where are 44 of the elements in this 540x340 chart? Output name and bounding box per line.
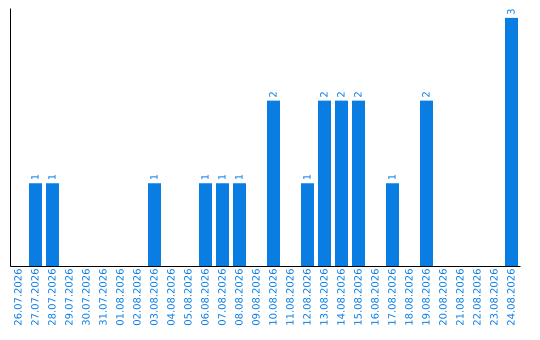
x-tick-label: 18.08.2026 bbox=[404, 268, 416, 326]
data-label: 2 bbox=[336, 91, 348, 98]
x-tick-label: 28.07.2026 bbox=[48, 268, 58, 326]
x-tick-label: 14.08.2026 bbox=[336, 268, 348, 326]
x-tick-label: 04.08.2026 bbox=[166, 268, 178, 326]
x-tick-label: 31.07.2026 bbox=[98, 268, 110, 326]
x-tick-label: 03.08.2026 bbox=[150, 268, 160, 326]
data-label: 3 bbox=[506, 8, 518, 15]
x-tick-label: 01.08.2026 bbox=[116, 268, 126, 326]
x-tick-label: 07.08.2026 bbox=[218, 268, 228, 326]
data-label: 1 bbox=[388, 174, 398, 180]
data-label: 1 bbox=[48, 174, 58, 180]
data-label: 1 bbox=[302, 174, 314, 180]
x-tick-label: 11.08.2026 bbox=[286, 268, 296, 326]
data-label: 2 bbox=[422, 91, 432, 98]
x-tick-label: 10.08.2026 bbox=[268, 268, 280, 326]
x-tick-label: 13.08.2026 bbox=[320, 268, 330, 326]
x-tick-label: 02.08.2026 bbox=[132, 268, 144, 326]
x-tick-label: 06.08.2026 bbox=[200, 268, 212, 326]
data-label: 1 bbox=[30, 174, 42, 180]
x-tick-label: 09.08.2026 bbox=[252, 268, 262, 326]
x-tick-label: 26.07.2026 bbox=[14, 268, 24, 326]
x-tick-label: 05.08.2026 bbox=[184, 268, 194, 326]
x-tick-label: 29.07.2026 bbox=[64, 268, 76, 326]
x-tick-label: 30.07.2026 bbox=[82, 268, 92, 326]
x-tick-label: 15.08.2026 bbox=[354, 268, 364, 326]
x-tick-label: 19.08.2026 bbox=[422, 268, 432, 326]
data-label: 2 bbox=[268, 91, 280, 98]
x-tick-label: 16.08.2026 bbox=[370, 268, 382, 326]
data-label: 2 bbox=[354, 91, 364, 98]
x-tick-label: 08.08.2026 bbox=[234, 268, 246, 326]
data-label: 2 bbox=[320, 91, 330, 98]
data-label: 1 bbox=[234, 174, 246, 180]
data-label: 1 bbox=[218, 174, 228, 180]
x-tick-label: 23.08.2026 bbox=[490, 268, 500, 326]
x-tick-label: 12.08.2026 bbox=[302, 268, 314, 326]
x-tick-label: 21.08.2026 bbox=[456, 268, 466, 326]
x-tick-label: 27.07.2026 bbox=[30, 268, 42, 326]
data-label: 1 bbox=[200, 174, 212, 180]
x-tick-label: 22.08.2026 bbox=[472, 268, 484, 326]
data-label: 1 bbox=[150, 174, 160, 180]
x-tick-label: 24.08.2026 bbox=[506, 268, 518, 326]
x-tick-label: 20.08.2026 bbox=[438, 268, 450, 326]
x-tick-label: 17.08.2026 bbox=[388, 268, 398, 326]
